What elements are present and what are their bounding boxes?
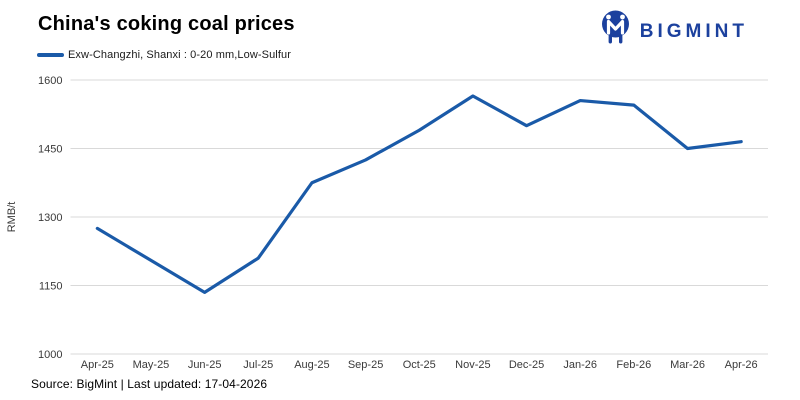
- y-tick-label: 1000: [38, 349, 62, 361]
- price-line-series: [95, 94, 743, 294]
- y-tick-label: 1300: [38, 212, 62, 224]
- y-tick-label: 1150: [39, 281, 63, 293]
- y-axis-title: RMB/t: [6, 202, 18, 233]
- x-tick-label: Dec-25: [509, 359, 544, 371]
- x-tick-label: Aug-25: [294, 359, 329, 371]
- bigmint-logo-text: BIGMINT: [639, 21, 748, 42]
- x-tick-label: Sep-25: [348, 359, 383, 371]
- x-tick-label: Feb-26: [616, 359, 651, 371]
- x-tick-label: May-25: [133, 359, 170, 371]
- y-tick-label: 1600: [38, 75, 62, 87]
- x-tick-label: Jan-26: [563, 359, 597, 371]
- legend: Exw-Changzhi, Shanxi : 0-20 mm,Low-Sulfu…: [37, 49, 291, 61]
- bigmint-logo-icon: [599, 9, 632, 52]
- bigmint-logo: BIGMINT: [599, 9, 748, 52]
- x-tick-label: Jul-25: [243, 359, 273, 371]
- x-tick-label: Apr-25: [81, 359, 114, 371]
- x-tick-label: Mar-26: [670, 359, 705, 371]
- y-tick-label: 1450: [38, 144, 62, 156]
- x-tick-label: Apr-26: [725, 359, 758, 371]
- chart-title: China's coking coal prices: [38, 13, 295, 35]
- x-tick-label: Jun-25: [188, 359, 222, 371]
- x-tick-label: Oct-25: [403, 359, 436, 371]
- x-tick-label: Nov-25: [455, 359, 490, 371]
- legend-label: Exw-Changzhi, Shanxi : 0-20 mm,Low-Sulfu…: [68, 49, 291, 61]
- legend-line-swatch: [37, 53, 64, 57]
- source-note: Source: BigMint | Last updated: 17-04-20…: [31, 377, 268, 391]
